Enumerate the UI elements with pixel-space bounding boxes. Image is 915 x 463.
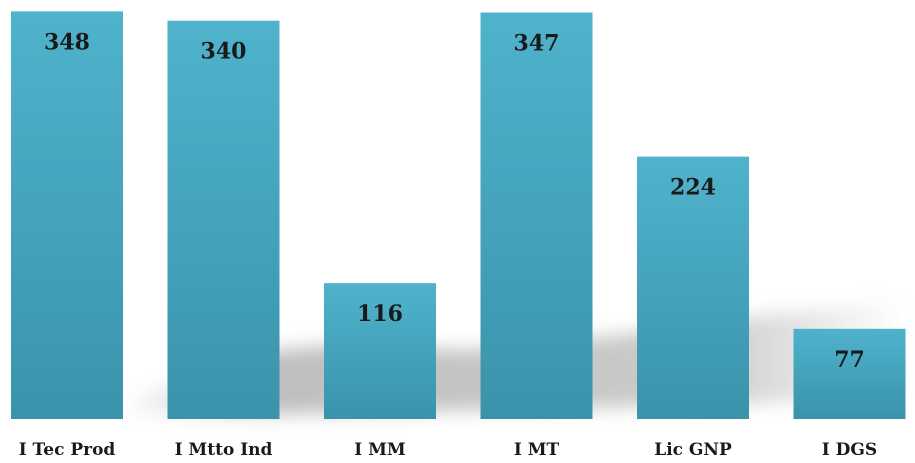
category-label-i-mm: I MM <box>354 440 406 460</box>
category-label-i-tec-prod: I Tec Prod <box>19 440 116 460</box>
bar-i-mtto-ind <box>167 20 280 419</box>
value-label-i-dgs: 77 <box>834 347 865 373</box>
value-labels-layer: 348 340 116 347 224 77 <box>44 29 865 372</box>
category-label-i-dgs: I DGS <box>822 440 877 460</box>
value-label-i-tec-prod: 348 <box>44 29 90 55</box>
value-label-i-mtto-ind: 340 <box>201 39 247 65</box>
category-labels-layer: I Tec Prod I Mtto Ind I MM I MT Lic GNP I DGS <box>19 440 878 460</box>
value-label-i-mm: 116 <box>357 301 403 327</box>
category-label-i-mt: I MT <box>514 440 560 460</box>
value-label-lic-gnp: 224 <box>670 175 716 201</box>
bar-i-tec-prod <box>11 11 123 419</box>
bar-lic-gnp <box>637 156 749 419</box>
value-label-i-mt: 347 <box>514 31 560 57</box>
bar-i-mt <box>480 12 593 420</box>
category-label-i-mtto-ind: I Mtto Ind <box>175 440 273 460</box>
bars-layer <box>11 11 906 420</box>
bar-i-dgs <box>793 328 906 419</box>
category-label-lic-gnp: Lic GNP <box>654 440 732 460</box>
bar-i-mm <box>324 283 436 419</box>
